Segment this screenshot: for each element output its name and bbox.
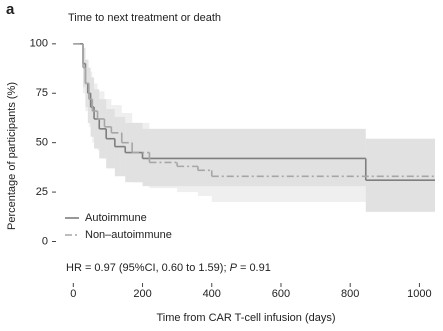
x-tick-label: 200 [133,288,151,300]
annotation: HR = 0.97 (95%CI, 0.60 to 1.59); P = 0.9… [66,262,271,274]
y-axis-label: Percentage of participants (%) [6,82,18,230]
confidence-band [197,142,212,197]
x-tick-label: 800 [341,288,359,300]
chart-title: Time to next treatment or death [68,12,221,24]
confidence-band [104,99,112,159]
y-tick-label: 0 [42,235,48,247]
panel-label: a [6,1,15,18]
y-tick-label: 75 [36,87,48,99]
confidence-band [177,138,198,193]
confidence-band [82,49,86,94]
y-tick-label: 50 [36,137,48,149]
annotation-text: = 0.91 [237,262,271,274]
x-tick-label: 0 [70,288,76,300]
annotation-p: P [230,262,238,274]
confidence-band [149,132,178,189]
x-tick-label: 600 [272,288,290,300]
x-tick-label: 400 [203,288,221,300]
x-axis-label: Time from CAR T-cell infusion (days) [156,312,335,324]
y-tick-label: 100 [30,38,48,50]
legend-label: Non–autoimmune [85,229,172,241]
y-tick-label: 25 [36,186,48,198]
legend-label: Autoimmune [85,212,147,224]
x-tick-label: 1000 [407,288,431,300]
confidence-band [92,83,98,143]
confidence-band [97,91,105,151]
confidence-band [111,105,122,163]
confidence-band [211,148,435,202]
annotation-text: HR = 0.97 (95%CI, 0.60 to 1.59); [66,262,230,274]
